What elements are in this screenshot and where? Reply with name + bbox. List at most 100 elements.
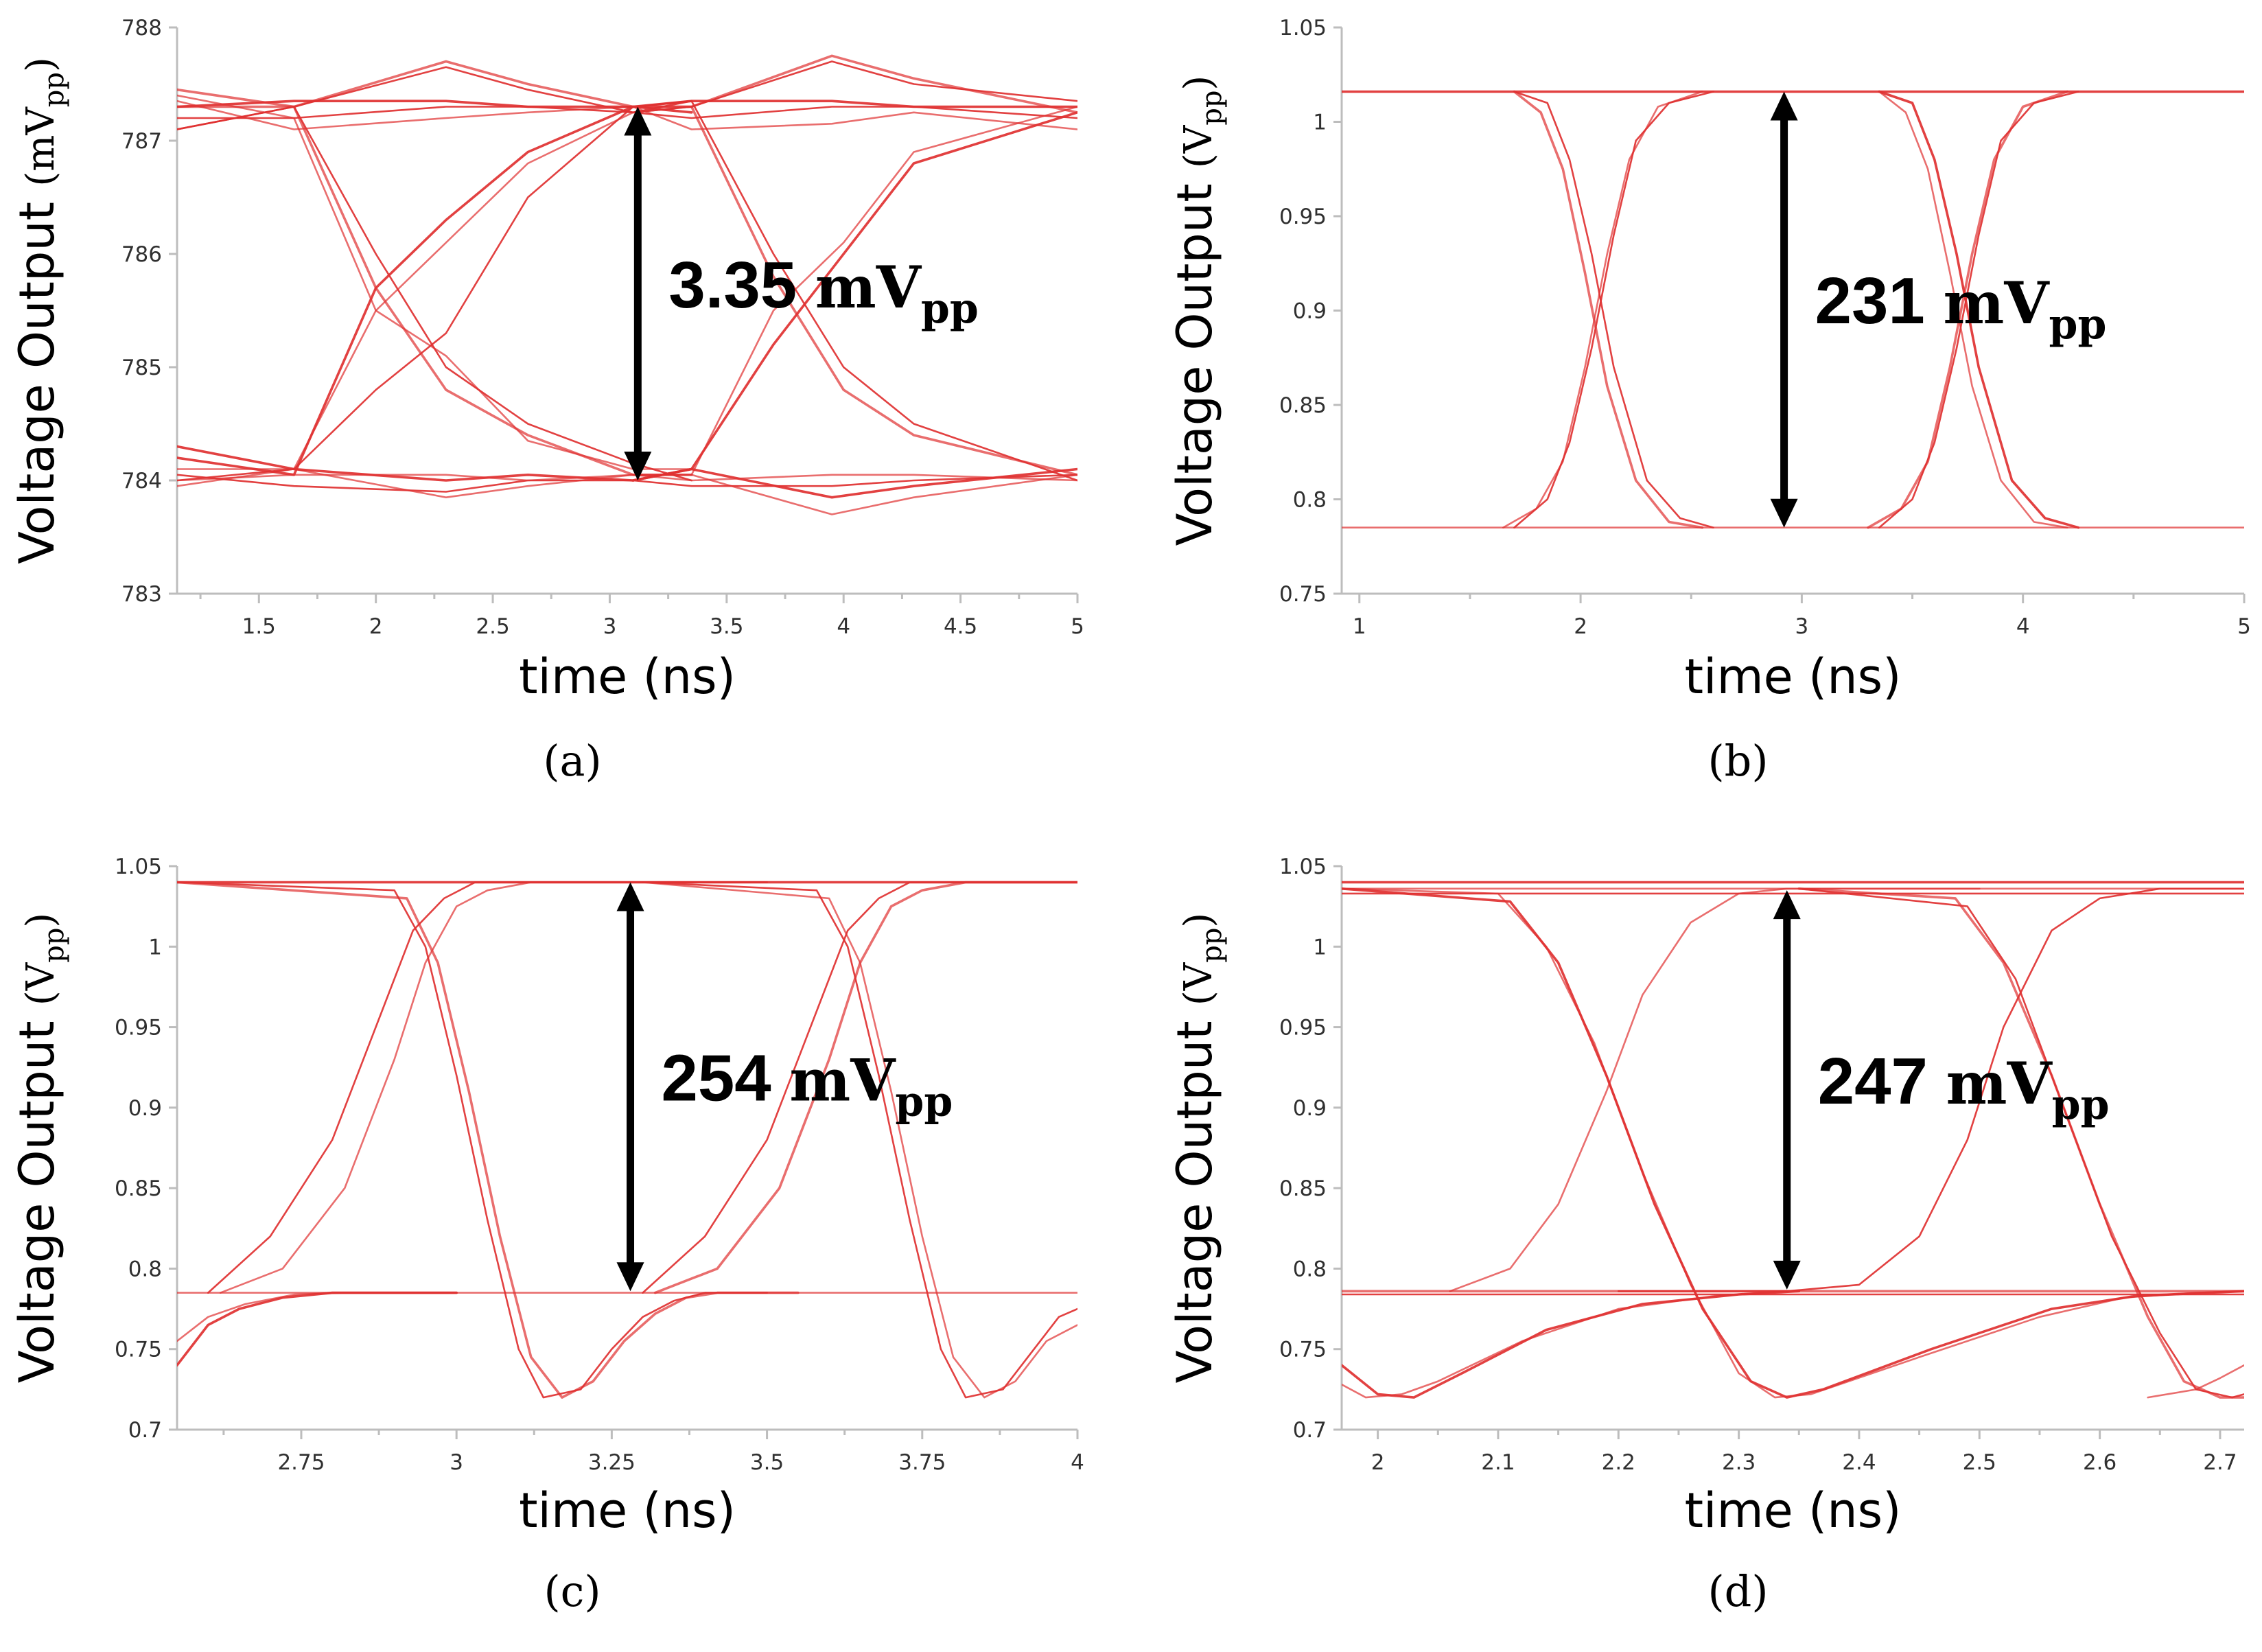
chart-panel-3: 0.7 0.75 0.8 0.85 0.9 0.95 1 1.05 2 2.1 2.2 2.3 2.4 2… <box>1167 854 2244 1616</box>
y-tick-label: 0.85 <box>1279 393 1327 418</box>
x-tick-label: 2.5 <box>1963 1450 1996 1475</box>
amplitude-annotation: 247 mVpp <box>1818 1045 2110 1129</box>
trace-line <box>642 881 1077 1399</box>
panel-label: (c) <box>544 1566 601 1616</box>
arrow-head-up <box>616 882 644 911</box>
panel-label: (b) <box>1707 736 1768 786</box>
chart-panel-1: 0.75 0.8 0.85 0.9 0.95 1 1.05 1 2 3 4 5 231 mVpp Volt… <box>1167 16 2251 786</box>
trace-line <box>1798 887 2244 1399</box>
trace-line <box>631 105 1077 476</box>
panel-label: (d) <box>1707 1566 1768 1616</box>
panel-label: (a) <box>543 736 601 786</box>
y-tick-label: 0.95 <box>1279 205 1327 229</box>
trace-line <box>177 1292 458 1342</box>
trace-line <box>1618 887 2244 1292</box>
x-axis-title: time (ns) <box>1685 1482 1902 1539</box>
x-tick-label: 3 <box>603 614 617 639</box>
trace-line <box>177 60 1077 130</box>
trace-line <box>177 106 693 470</box>
trace-line <box>177 1291 458 1366</box>
y-tick-label: 0.75 <box>1279 582 1327 607</box>
x-tick-label: 2 <box>1371 1450 1385 1475</box>
x-tick-label: 1 <box>1353 614 1366 639</box>
y-tick-label: 0.8 <box>1293 1257 1327 1281</box>
y-tick-label: 0.8 <box>1293 488 1327 513</box>
trace-line <box>1513 91 1714 529</box>
y-tick-label: 784 <box>121 469 162 493</box>
trace-line <box>1867 90 2068 529</box>
y-tick-label: 786 <box>121 242 162 267</box>
y-tick-label: 783 <box>121 582 162 607</box>
x-tick-label: 3.25 <box>588 1450 636 1475</box>
arrow-head-down <box>616 1262 644 1292</box>
y-tick-label: 0.85 <box>115 1176 162 1201</box>
y-tick-label: 1 <box>1313 110 1327 135</box>
x-tick-label: 2.6 <box>2083 1450 2117 1475</box>
y-tick-label: 0.9 <box>1293 1096 1327 1121</box>
arrow-head-down <box>1773 1260 1801 1290</box>
trace-line <box>1502 91 1703 529</box>
chart-panel-2: 0.7 0.75 0.8 0.85 0.9 0.95 1 1.05 2.75 3 3.25 3.5 3.… <box>9 854 1084 1616</box>
trace-line <box>642 881 1077 1399</box>
arrow-head-up <box>1770 91 1798 121</box>
y-axis-title: Voltage Output (Vpp) <box>9 913 70 1384</box>
y-axis-title: Voltage Output (mVpp) <box>9 57 70 564</box>
x-axis-title: time (ns) <box>519 649 736 705</box>
traces <box>177 54 1077 515</box>
trace-line <box>219 881 768 1294</box>
trace-line <box>1342 1290 1801 1399</box>
trace-line <box>1878 91 2079 529</box>
trace-line <box>1878 90 2080 529</box>
traces <box>1342 90 2244 529</box>
y-tick-label: 1.05 <box>1279 16 1327 40</box>
x-tick-label: 4 <box>2016 614 2030 639</box>
arrow-head-up <box>624 106 652 136</box>
trace-line <box>632 106 1077 476</box>
trace-line <box>177 106 693 482</box>
x-tick-label: 2.7 <box>2203 1450 2237 1475</box>
trace-line <box>631 111 1077 482</box>
y-tick-label: 1 <box>148 935 162 959</box>
y-tick-label: 788 <box>121 16 162 40</box>
x-axis-title: time (ns) <box>519 1482 736 1539</box>
arrow-head-up <box>1773 890 1801 920</box>
y-tick-label: 0.9 <box>128 1096 162 1121</box>
trace-line <box>177 100 693 482</box>
y-tick-label: 0.75 <box>1279 1338 1327 1362</box>
trace-line <box>1513 91 1714 529</box>
y-tick-label: 0.95 <box>115 1016 162 1040</box>
y-axis-title: Voltage Output (Vpp) <box>1167 913 1228 1384</box>
y-tick-label: 0.9 <box>1293 299 1327 324</box>
x-tick-label: 3.75 <box>898 1450 946 1475</box>
trace-line <box>177 881 800 1399</box>
y-tick-label: 1.05 <box>1279 854 1327 879</box>
y-tick-label: 0.8 <box>128 1257 162 1281</box>
trace-line <box>177 105 693 476</box>
x-tick-label: 4.5 <box>944 614 977 639</box>
x-tick-label: 1.5 <box>242 614 276 639</box>
trace-line <box>177 105 693 476</box>
chart-panel-0: 783 784 785 786 787 788 1.5 2 2.5 3 3.5 4 4.5 5 3.35 m… <box>9 16 1084 786</box>
arrow-head-down <box>1770 498 1798 528</box>
trace-line <box>1513 90 1704 529</box>
arrow-head-down <box>624 452 652 480</box>
trace-line <box>177 881 768 1399</box>
y-tick-label: 0.7 <box>1293 1418 1327 1443</box>
trace-line <box>632 100 1077 482</box>
trace-line <box>1797 887 2244 1399</box>
traces <box>1342 881 2244 1399</box>
x-tick-label: 2.1 <box>1481 1450 1515 1475</box>
x-tick-label: 2.4 <box>1842 1450 1876 1475</box>
x-tick-label: 2.2 <box>1602 1450 1635 1475</box>
x-tick-label: 3.5 <box>750 1450 784 1475</box>
x-tick-label: 2.5 <box>476 614 509 639</box>
amplitude-annotation: 3.35 mVpp <box>668 248 978 333</box>
trace-line <box>1342 1290 1788 1399</box>
y-tick-label: 785 <box>121 356 162 380</box>
x-tick-label: 4 <box>1071 1450 1084 1475</box>
x-tick-label: 3 <box>450 1450 463 1475</box>
trace-line <box>653 881 1077 1294</box>
amplitude-annotation: 254 mVpp <box>662 1041 953 1126</box>
y-tick-label: 0.75 <box>115 1338 162 1362</box>
x-tick-label: 3.5 <box>710 614 743 639</box>
